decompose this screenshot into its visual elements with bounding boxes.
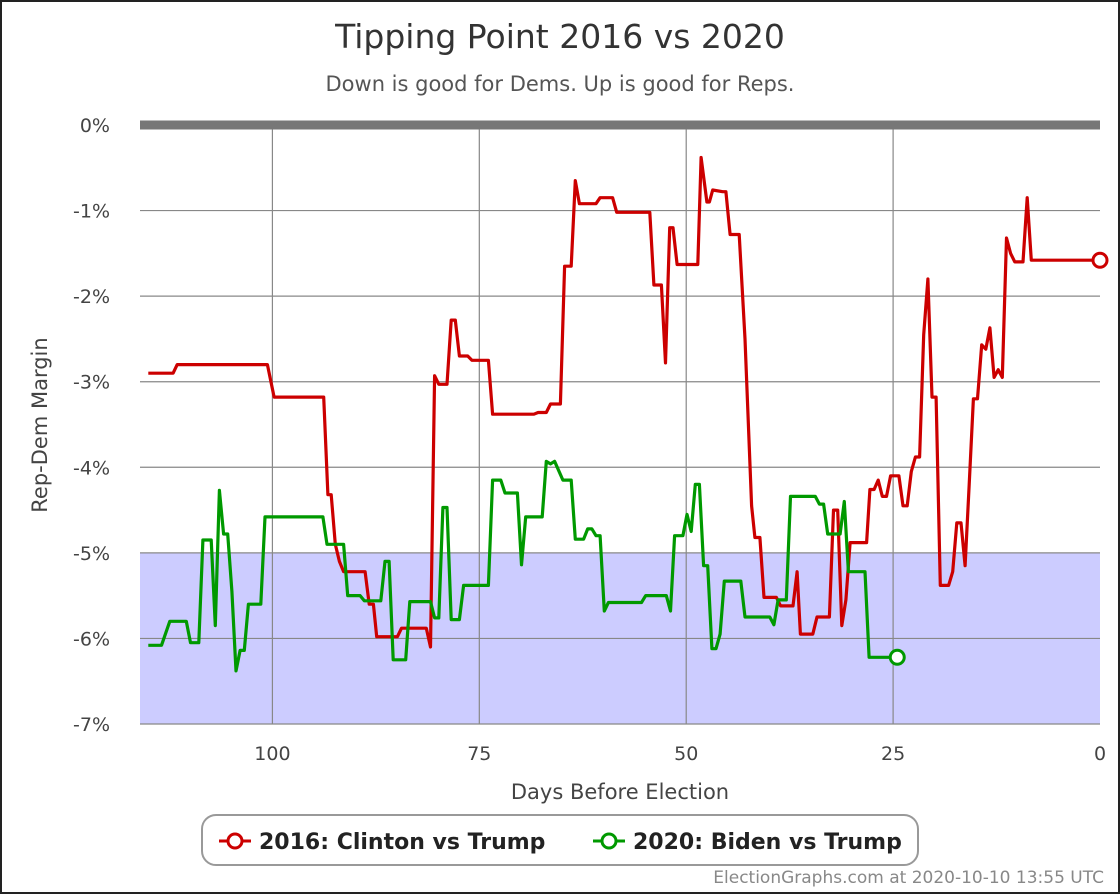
y-axis-label: Rep-Dem Margin xyxy=(28,337,52,512)
series-end-marker-2016 xyxy=(1091,251,1109,269)
x-tick-label: 50 xyxy=(674,743,698,765)
chart-subtitle: Down is good for Dems. Up is good for Re… xyxy=(326,72,795,96)
y-tick-label: -3% xyxy=(73,372,110,394)
x-tick-label: 75 xyxy=(467,743,491,765)
legend-item-2020[interactable]: 2020: Biden vs Trump xyxy=(593,830,902,855)
y-tick-label: -4% xyxy=(73,457,110,479)
series-end-marker-2020 xyxy=(888,648,906,666)
x-tick-label: 25 xyxy=(881,743,905,765)
legend-swatch-marker xyxy=(226,832,244,850)
y-tick-label: -2% xyxy=(73,286,110,308)
y-tick-label: -5% xyxy=(73,543,110,565)
legend-label-2020: 2020: Biden vs Trump xyxy=(633,830,902,855)
legend-item-2016[interactable]: 2016: Clinton vs Trump xyxy=(219,830,545,855)
legend-box xyxy=(201,814,919,866)
legend-label-2016: 2016: Clinton vs Trump xyxy=(259,830,545,855)
x-tick-label: 100 xyxy=(254,743,290,765)
legend-swatch-marker xyxy=(600,832,618,850)
series-line-2020 xyxy=(148,459,898,673)
y-tick-label: -7% xyxy=(73,714,110,736)
credit-text: ElectionGraphs.com at 2020-10-10 13:55 U… xyxy=(713,868,1104,888)
x-axis-label: Days Before Election xyxy=(511,780,729,804)
y-tick-label: -1% xyxy=(73,201,110,223)
series-line-2016 xyxy=(148,155,1100,649)
y-tick-label: 0% xyxy=(80,115,110,137)
plot-area: 0% -1% -2% -3% -4% -5% -6% -7% 100 75 50 25 0 xyxy=(73,115,1109,765)
legend: 2016: Clinton vs Trump 2020: Biden vs Tr… xyxy=(201,814,919,866)
x-tick-label: 0 xyxy=(1094,743,1106,765)
y-tick-label: -6% xyxy=(73,628,110,650)
chart-title: Tipping Point 2016 vs 2020 xyxy=(334,17,785,56)
